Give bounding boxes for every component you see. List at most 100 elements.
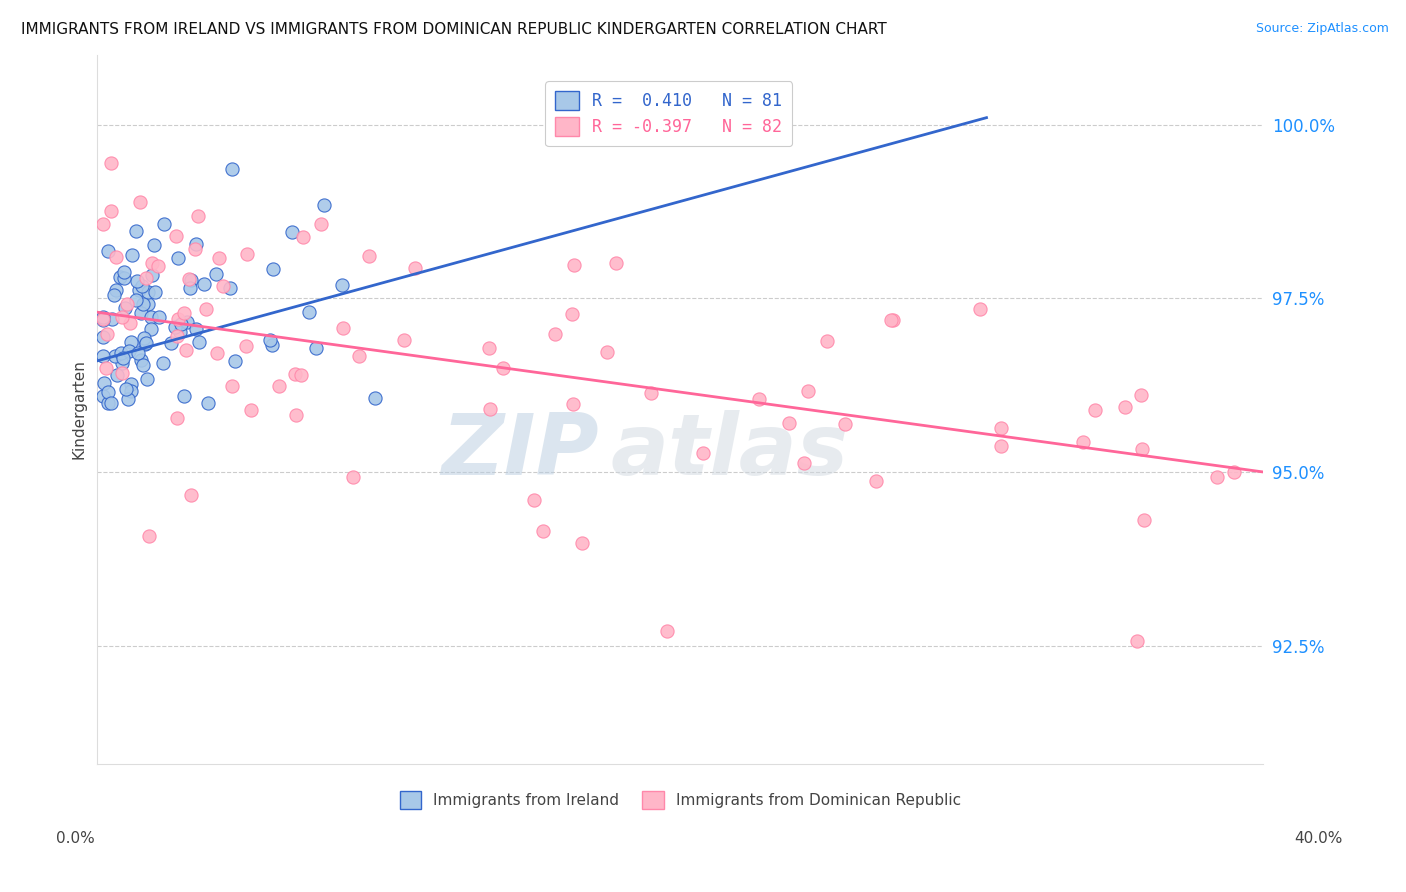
Point: [834, 417, 856, 431]
Point: [91, 310, 114, 325]
Point: [141, 310, 163, 325]
Point: [309, 217, 332, 231]
Text: 0.0%: 0.0%: [56, 831, 96, 846]
Y-axis label: Kindergarten: Kindergarten: [72, 359, 86, 459]
Point: [100, 156, 122, 170]
Point: [110, 345, 132, 359]
Point: [115, 382, 138, 396]
Text: IMMIGRANTS FROM IRELAND VS IMMIGRANTS FROM DOMINICAN REPUBLIC KINDERGARTEN CORRE: IMMIGRANTS FROM IRELAND VS IMMIGRANTS FR…: [21, 22, 887, 37]
Point: [640, 385, 662, 400]
Point: [1132, 513, 1154, 527]
Point: [114, 301, 136, 315]
Point: [267, 379, 290, 393]
Point: [100, 395, 122, 409]
Point: [167, 251, 190, 265]
Point: [1206, 469, 1229, 483]
Point: [118, 344, 141, 359]
Point: [655, 624, 678, 638]
Point: [91, 217, 114, 231]
Point: [97, 384, 120, 399]
Point: [132, 330, 155, 344]
Point: [815, 334, 838, 348]
Point: [561, 396, 583, 410]
Point: [359, 249, 381, 263]
Point: [205, 345, 228, 359]
Point: [134, 337, 156, 351]
Point: [184, 322, 207, 336]
Point: [571, 536, 593, 550]
Point: [1132, 442, 1154, 456]
Point: [153, 217, 176, 231]
Point: [111, 367, 134, 381]
Point: [91, 312, 114, 326]
Point: [91, 312, 114, 326]
Point: [748, 392, 770, 406]
Point: [562, 258, 585, 272]
Point: [235, 247, 257, 261]
Point: [778, 416, 800, 430]
Point: [136, 297, 159, 311]
Point: [167, 312, 190, 326]
Point: [141, 322, 163, 336]
Point: [314, 197, 336, 211]
Point: [131, 278, 153, 293]
Point: [797, 384, 820, 399]
Point: [180, 488, 202, 502]
Point: [1073, 434, 1095, 449]
Point: [224, 354, 246, 368]
Point: [193, 277, 215, 292]
Point: [291, 229, 314, 244]
Point: [127, 346, 149, 360]
Point: [298, 305, 321, 319]
Point: [127, 275, 149, 289]
Text: 40.0%: 40.0%: [1295, 831, 1343, 846]
Point: [1084, 402, 1107, 417]
Point: [364, 391, 387, 405]
Point: [170, 318, 193, 332]
Point: [93, 376, 115, 390]
Point: [128, 283, 150, 297]
Point: [349, 349, 371, 363]
Point: [105, 283, 128, 297]
Point: [112, 351, 135, 365]
Point: [111, 356, 134, 370]
Point: [239, 403, 262, 417]
Point: [152, 356, 174, 370]
Text: ZIP: ZIP: [441, 410, 599, 493]
Point: [305, 342, 328, 356]
Point: [478, 341, 501, 355]
Point: [97, 395, 120, 409]
Point: [990, 421, 1012, 435]
Point: [121, 248, 143, 262]
Point: [165, 320, 187, 334]
Point: [112, 264, 135, 278]
Point: [143, 285, 166, 299]
Point: [184, 236, 207, 251]
Point: [290, 368, 312, 382]
Point: [882, 313, 904, 327]
Point: [173, 305, 195, 319]
Point: [120, 384, 142, 399]
Point: [103, 288, 125, 302]
Point: [262, 262, 284, 277]
Point: [990, 439, 1012, 453]
Point: [205, 267, 228, 281]
Point: [187, 209, 209, 223]
Point: [392, 333, 415, 347]
Point: [105, 368, 128, 382]
Point: [159, 336, 181, 351]
Point: [1114, 400, 1136, 414]
Point: [169, 325, 191, 339]
Point: [478, 402, 501, 417]
Point: [115, 297, 138, 311]
Point: [91, 350, 114, 364]
Point: [865, 475, 887, 489]
Point: [136, 285, 159, 299]
Point: [166, 411, 188, 425]
Point: [129, 353, 152, 368]
Point: [404, 261, 426, 276]
Point: [176, 315, 198, 329]
Point: [219, 281, 242, 295]
Point: [605, 256, 627, 270]
Point: [174, 343, 197, 358]
